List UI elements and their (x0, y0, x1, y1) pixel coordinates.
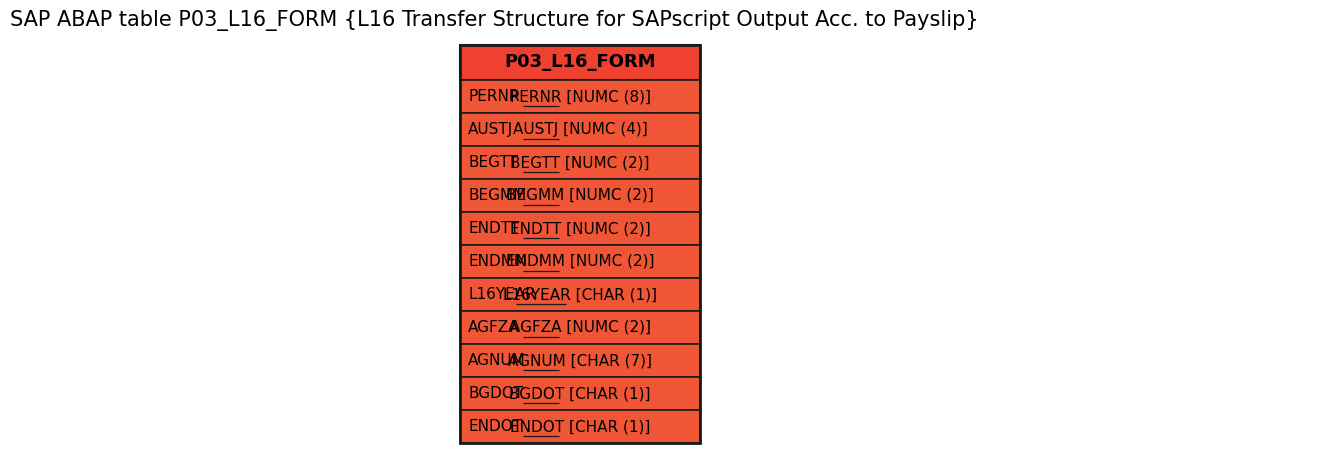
Text: BEGTT: BEGTT (468, 155, 518, 170)
Text: AUSTJ: AUSTJ (468, 122, 513, 137)
Text: BEGTT [NUMC (2)]: BEGTT [NUMC (2)] (468, 155, 607, 170)
Text: PERNR [NUMC (8)]: PERNR [NUMC (8)] (468, 89, 609, 104)
Text: AGFZA [NUMC (2)]: AGFZA [NUMC (2)] (468, 320, 609, 335)
Text: ENDMM [NUMC (2)]: ENDMM [NUMC (2)] (506, 254, 654, 269)
Text: BEGMM: BEGMM (468, 188, 526, 203)
Text: AGFZA [NUMC (2)]: AGFZA [NUMC (2)] (509, 320, 650, 335)
Bar (460, 278, 700, 311)
Text: L16YEAR: L16YEAR (468, 287, 536, 302)
Text: BEGMM: BEGMM (468, 188, 526, 203)
Text: AGNUM [CHAR (7)]: AGNUM [CHAR (7)] (468, 353, 611, 368)
Text: ENDOT [CHAR (1)]: ENDOT [CHAR (1)] (468, 419, 609, 434)
Bar (460, 377, 700, 410)
Text: BEGTT: BEGTT (468, 155, 518, 170)
Text: ENDOT [CHAR (1)]: ENDOT [CHAR (1)] (510, 419, 650, 434)
Text: BGDOT: BGDOT (468, 386, 524, 401)
Text: ENDMM: ENDMM (468, 254, 528, 269)
Text: L16YEAR: L16YEAR (468, 287, 536, 302)
Bar (460, 45, 700, 80)
Text: BEGMM [NUMC (2)]: BEGMM [NUMC (2)] (506, 188, 654, 203)
Text: AGNUM [CHAR (7)]: AGNUM [CHAR (7)] (508, 353, 653, 368)
Text: ENDTT [NUMC (2)]: ENDTT [NUMC (2)] (509, 221, 650, 236)
Bar (460, 311, 700, 344)
Text: BGDOT: BGDOT (468, 386, 524, 401)
Bar (460, 245, 700, 278)
Text: AUSTJ: AUSTJ (468, 122, 513, 137)
Text: L16YEAR [CHAR (1)]: L16YEAR [CHAR (1)] (502, 287, 657, 302)
Text: ENDMM [NUMC (2)]: ENDMM [NUMC (2)] (468, 254, 617, 269)
Text: BEGTT [NUMC (2)]: BEGTT [NUMC (2)] (510, 155, 650, 170)
Bar (460, 146, 700, 179)
Text: AGFZA: AGFZA (468, 320, 520, 335)
Text: PERNR: PERNR (468, 89, 520, 104)
Bar (460, 410, 700, 443)
Bar (460, 344, 700, 377)
Text: PERNR [NUMC (8)]: PERNR [NUMC (8)] (509, 89, 650, 104)
Text: AGFZA: AGFZA (468, 320, 520, 335)
Bar (460, 80, 700, 113)
Text: ENDOT: ENDOT (468, 419, 522, 434)
Text: ENDMM: ENDMM (468, 254, 528, 269)
Text: BEGMM [NUMC (2)]: BEGMM [NUMC (2)] (468, 188, 615, 203)
Text: AUSTJ [NUMC (4)]: AUSTJ [NUMC (4)] (513, 122, 647, 137)
Text: P03_L16_FORM: P03_L16_FORM (504, 53, 655, 72)
Text: BGDOT [CHAR (1)]: BGDOT [CHAR (1)] (468, 386, 610, 401)
Text: ENDOT: ENDOT (468, 419, 522, 434)
Text: AUSTJ [NUMC (4)]: AUSTJ [NUMC (4)] (468, 122, 603, 137)
Bar (460, 179, 700, 212)
Bar (460, 45, 700, 443)
Text: SAP ABAP table P03_L16_FORM {L16 Transfer Structure for SAPscript Output Acc. to: SAP ABAP table P03_L16_FORM {L16 Transfe… (11, 10, 978, 31)
Text: PERNR: PERNR (468, 89, 520, 104)
Text: AGNUM: AGNUM (468, 353, 526, 368)
Text: L16YEAR [CHAR (1)]: L16YEAR [CHAR (1)] (468, 287, 622, 302)
Text: BGDOT [CHAR (1)]: BGDOT [CHAR (1)] (509, 386, 651, 401)
Text: AGNUM: AGNUM (468, 353, 526, 368)
Text: ENDTT [NUMC (2)]: ENDTT [NUMC (2)] (468, 221, 609, 236)
Text: ENDTT: ENDTT (468, 221, 520, 236)
Text: ENDTT: ENDTT (468, 221, 520, 236)
Bar (460, 212, 700, 245)
Bar (460, 113, 700, 146)
